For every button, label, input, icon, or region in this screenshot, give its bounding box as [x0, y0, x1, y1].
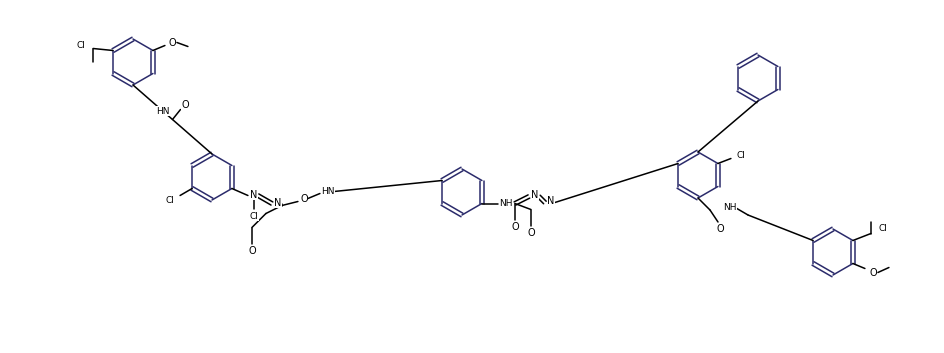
Text: Cl: Cl — [165, 196, 175, 205]
Text: Cl: Cl — [879, 224, 887, 233]
Text: O: O — [869, 268, 877, 277]
Text: O: O — [716, 224, 724, 234]
Text: O: O — [248, 246, 256, 257]
Text: O: O — [511, 222, 519, 233]
Text: O: O — [168, 37, 176, 48]
Text: NH: NH — [499, 199, 513, 208]
Text: NH: NH — [723, 203, 736, 213]
Text: O: O — [527, 228, 534, 239]
Text: O: O — [181, 101, 190, 110]
Text: Cl: Cl — [76, 41, 86, 50]
Text: Cl: Cl — [736, 151, 746, 160]
Text: Cl: Cl — [249, 212, 259, 221]
Text: HN: HN — [321, 187, 335, 196]
Text: N: N — [531, 190, 539, 199]
Text: N: N — [250, 190, 258, 199]
Text: N: N — [548, 197, 555, 207]
Text: N: N — [274, 197, 281, 208]
Text: HN: HN — [157, 107, 170, 116]
Text: O: O — [300, 193, 308, 203]
